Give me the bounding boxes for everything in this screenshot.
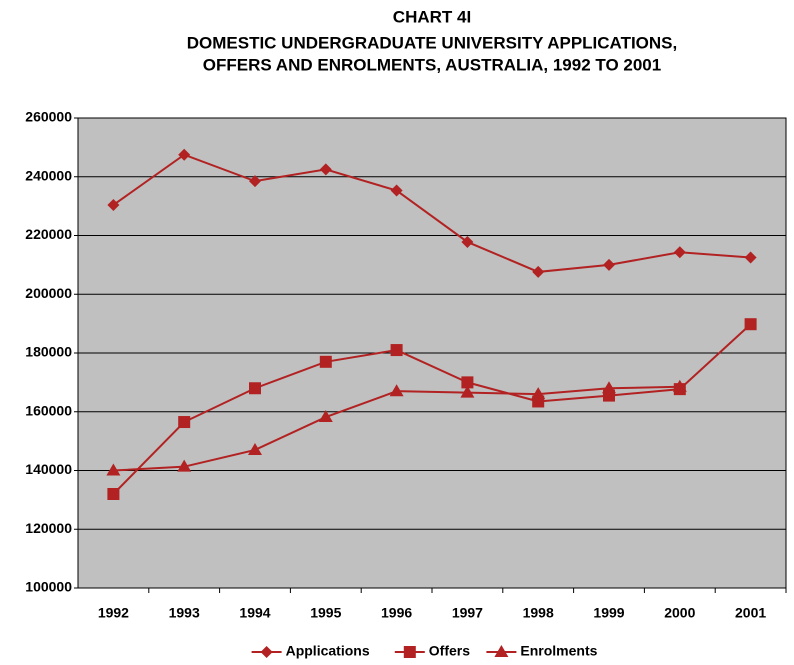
series-line: [112, 323, 752, 495]
marker: [532, 265, 545, 278]
y-tick-label: 240000: [25, 167, 72, 183]
y-tick-label: 180000: [25, 344, 72, 360]
y-tick-label: 220000: [25, 226, 72, 242]
marker: [318, 410, 333, 423]
legend-label: Enrolments: [520, 643, 597, 659]
marker: [319, 163, 332, 176]
marker: [107, 488, 120, 500]
marker: [461, 235, 474, 248]
x-tick-label: 1993: [169, 605, 200, 621]
marker: [673, 246, 686, 259]
marker: [178, 416, 191, 429]
chart-title: DOMESTIC UNDERGRADUATE UNIVERSITY APPLIC…: [187, 33, 678, 52]
marker: [744, 251, 757, 264]
y-tick-label: 120000: [25, 520, 72, 536]
y-tick-label: 260000: [25, 109, 72, 125]
marker: [390, 344, 403, 357]
x-tick-label: 1992: [98, 605, 129, 621]
marker: [106, 463, 121, 476]
y-tick-label: 100000: [25, 579, 72, 595]
legend-label: Offers: [429, 643, 470, 659]
marker: [603, 258, 615, 271]
marker: [390, 184, 403, 197]
marker: [461, 376, 474, 389]
marker: [249, 175, 261, 188]
marker: [177, 459, 192, 472]
x-tick-label: 1998: [523, 605, 554, 621]
marker: [744, 318, 757, 331]
marker: [249, 382, 261, 395]
x-tick-label: 1997: [452, 605, 483, 621]
x-tick-label: 1999: [593, 605, 624, 621]
legend-label: Applications: [286, 643, 370, 659]
x-tick-label: 2001: [735, 605, 766, 621]
y-tick-label: 200000: [25, 285, 72, 301]
marker: [107, 198, 120, 211]
marker: [403, 646, 416, 658]
marker: [178, 148, 191, 161]
marker: [672, 379, 687, 392]
marker: [260, 646, 273, 658]
y-tick-label: 160000: [25, 402, 72, 418]
chart-title: CHART 4I: [393, 7, 471, 26]
marker: [602, 381, 616, 394]
x-tick-label: 1995: [310, 605, 341, 621]
series-line: [112, 153, 751, 273]
x-tick-label: 1994: [239, 605, 270, 621]
marker: [531, 387, 546, 400]
y-tick-label: 140000: [25, 461, 72, 477]
marker: [494, 645, 509, 657]
marker: [460, 385, 475, 398]
chart-title: OFFERS AND ENROLMENTS, AUSTRALIA, 1992 T…: [203, 55, 661, 74]
x-tick-label: 2000: [664, 605, 695, 621]
marker: [319, 355, 332, 368]
x-tick-label: 1996: [381, 605, 412, 621]
marker: [389, 384, 404, 397]
marker: [248, 442, 262, 455]
